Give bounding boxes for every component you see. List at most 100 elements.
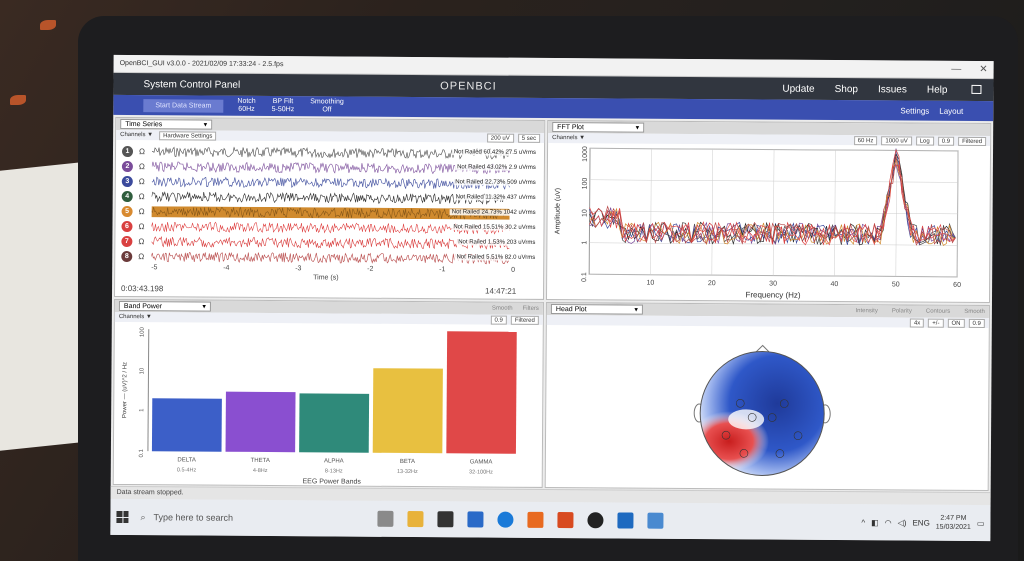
bar-beta xyxy=(372,368,443,454)
console-icon[interactable] xyxy=(971,84,982,94)
clock-date: 15/03/2021 xyxy=(935,523,971,531)
network-icon[interactable]: ◧ xyxy=(871,517,879,527)
vscode-icon[interactable] xyxy=(617,512,634,529)
channel-row: 7 Ω Not Railed 1.53% 203 uVrms xyxy=(121,235,541,251)
impedance-icon[interactable]: Ω xyxy=(138,222,145,232)
max-freq-dropdown[interactable]: 60 Hz xyxy=(853,135,878,145)
scale-dropdown[interactable]: 200 uV xyxy=(486,133,514,143)
windows-start-icon[interactable] xyxy=(116,510,129,524)
widget-select[interactable]: Time Series ▾ xyxy=(120,118,213,130)
notification-icon[interactable]: ▭ xyxy=(976,518,985,528)
widget-select[interactable]: Head Plot ▾ xyxy=(550,303,643,315)
menu-shop[interactable]: Shop xyxy=(834,83,859,95)
smooth-dropdown[interactable]: 0.9 xyxy=(968,318,985,328)
language-indicator[interactable]: ENG xyxy=(912,518,930,528)
head-plot-widget: Head Plot ▾ Intensity Polarity Contours S… xyxy=(544,301,990,492)
layout-button[interactable]: Layout xyxy=(939,106,964,116)
widget-select[interactable]: FFT Plot ▾ xyxy=(552,121,645,133)
band-label: GAMMA xyxy=(470,459,493,465)
menu-issues[interactable]: Issues xyxy=(877,83,907,95)
leaf-decoration xyxy=(40,20,56,30)
channel-toggle-button[interactable]: 7 xyxy=(121,235,133,248)
app-icon[interactable] xyxy=(647,512,664,529)
chevron-down-icon: ▾ xyxy=(634,306,638,314)
impedance-icon[interactable]: Ω xyxy=(138,177,145,187)
filter-dropdown[interactable]: Filtered xyxy=(958,136,987,146)
impedance-icon[interactable]: Ω xyxy=(138,237,145,247)
polarity-dropdown[interactable]: +/- xyxy=(928,318,944,328)
chevron-up-icon[interactable]: ^ xyxy=(861,517,866,527)
fft-x-tick: 30 xyxy=(769,281,777,288)
header-intensity-label: Intensity xyxy=(855,308,878,315)
channels-dropdown[interactable]: Channels ▼ xyxy=(120,131,154,139)
fft-x-tick: 40 xyxy=(831,281,839,288)
impedance-icon[interactable]: Ω xyxy=(138,192,145,202)
widget-select[interactable]: Band Power ▾ xyxy=(118,300,211,312)
window-dropdown[interactable]: 5 sec xyxy=(517,133,541,143)
clock-time: 2:47 PM xyxy=(940,514,967,522)
channel-toggle-button[interactable]: 6 xyxy=(121,220,133,233)
channel-waveform xyxy=(151,221,510,235)
edge-icon[interactable] xyxy=(497,511,514,528)
fft-x-tick: 60 xyxy=(953,282,961,289)
page-title[interactable]: System Control Panel xyxy=(143,78,241,91)
taskbar-search[interactable]: ⌕ Type here to search xyxy=(140,504,340,531)
channel-waveform xyxy=(151,206,510,220)
channel-toggle-button[interactable]: 2 xyxy=(121,160,133,173)
close-icon[interactable]: ✕ xyxy=(979,63,988,76)
smoothing-button[interactable]: Smoothing Off xyxy=(310,98,344,114)
volume-icon[interactable]: ◁) xyxy=(897,517,907,527)
channel-row: 4 Ω Not Railed 11.32% 437 uVrms xyxy=(121,190,542,206)
menu-help[interactable]: Help xyxy=(926,84,948,96)
impedance-icon[interactable]: Ω xyxy=(138,207,145,217)
channel-toggle-button[interactable]: 8 xyxy=(121,250,133,263)
channel-toggle-button[interactable]: 5 xyxy=(121,205,133,218)
store-icon[interactable] xyxy=(437,511,454,528)
bandpass-button[interactable]: BP Filt 5-50Hz xyxy=(272,98,295,114)
matlab-icon[interactable] xyxy=(557,512,574,529)
intensity-dropdown[interactable]: 4x xyxy=(909,317,925,328)
smooth-dropdown[interactable]: 0.9 xyxy=(937,136,955,146)
channel-toggle-button[interactable]: 3 xyxy=(121,175,133,188)
channel-status-label: Not Railed 11.32% 437 uVrms xyxy=(453,194,538,201)
filter-dropdown[interactable]: Filtered xyxy=(510,315,539,325)
log-lin-dropdown[interactable]: Log xyxy=(915,136,934,146)
option-name: BP Filt xyxy=(272,98,294,106)
channel-row: 6 Ω Not Railed 15.51% 30.2 uVrms xyxy=(121,220,541,236)
channels-dropdown[interactable]: Channels ▼ xyxy=(552,134,586,142)
electrode-marker xyxy=(767,413,777,422)
media-player-icon[interactable] xyxy=(587,512,604,529)
electrode-marker xyxy=(775,449,785,458)
channel-row: 3 Ω Not Railed 22.73% 509 uVrms xyxy=(121,175,542,191)
menu-update[interactable]: Update xyxy=(782,83,815,95)
settings-button[interactable]: Settings xyxy=(900,105,930,116)
vlc-icon[interactable] xyxy=(527,511,544,528)
mail-icon[interactable] xyxy=(467,511,484,528)
fft-x-tick: 20 xyxy=(708,280,716,287)
task-view-icon[interactable] xyxy=(377,510,394,527)
impedance-icon[interactable]: Ω xyxy=(138,147,146,157)
bar-delta xyxy=(151,398,222,452)
wifi-icon[interactable]: ◠ xyxy=(884,517,892,527)
start-stream-button[interactable]: Start Data Stream xyxy=(143,98,224,113)
electrode-marker xyxy=(721,430,731,440)
fft-y-tick: 1000 xyxy=(582,146,589,162)
taskbar-clock[interactable]: 2:47 PM 15/03/2021 xyxy=(936,514,971,532)
fft-x-tick: 10 xyxy=(647,280,655,287)
impedance-icon[interactable]: Ω xyxy=(138,162,145,172)
file-explorer-icon[interactable] xyxy=(407,510,424,528)
minimize-icon[interactable]: — xyxy=(951,63,962,75)
band-range-label: 0.5-4Hz xyxy=(177,467,197,473)
impedance-icon[interactable]: Ω xyxy=(138,252,145,262)
channel-toggle-button[interactable]: 1 xyxy=(121,145,134,158)
channel-status-label: Not Railed 60.42% 27.5 uVrms xyxy=(451,149,539,156)
smooth-dropdown[interactable]: 0.9 xyxy=(490,315,507,325)
contours-dropdown[interactable]: ON xyxy=(947,318,965,328)
channel-toggle-button[interactable]: 4 xyxy=(121,190,133,203)
notch-button[interactable]: Notch 60Hz xyxy=(237,98,255,114)
channels-dropdown[interactable]: Channels ▼ xyxy=(118,313,152,321)
time-axis-label: Time (s) xyxy=(313,274,339,282)
head-outline xyxy=(699,350,825,476)
max-uv-dropdown[interactable]: 1000 uV xyxy=(881,135,912,146)
hardware-settings-button[interactable]: Hardware Settings xyxy=(159,130,217,141)
